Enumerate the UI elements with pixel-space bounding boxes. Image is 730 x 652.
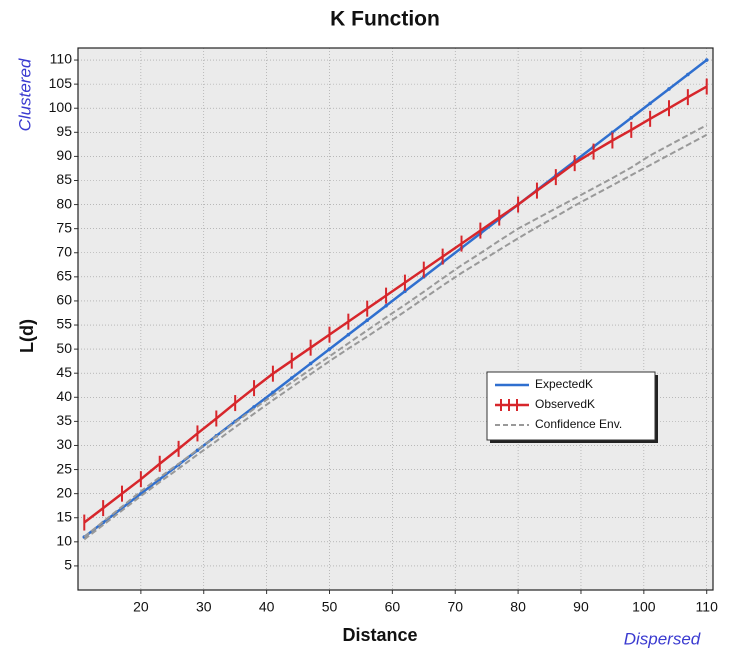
y-tick-label: 30 — [56, 436, 72, 452]
legend-label: Confidence Env. — [535, 417, 622, 431]
y-tick-label: 100 — [49, 99, 73, 115]
x-tick-label: 70 — [447, 599, 463, 615]
legend-label: ExpectedK — [535, 377, 593, 391]
clustered-annotation: Clustered — [15, 58, 34, 131]
y-tick-label: 105 — [49, 75, 73, 91]
series-line — [83, 133, 708, 541]
point-marker — [704, 58, 709, 62]
y-tick-label: 40 — [56, 388, 72, 404]
x-tick-label: 40 — [259, 599, 275, 615]
y-tick-label: 85 — [56, 171, 72, 187]
series-line-upper — [83, 124, 708, 538]
point-marker — [629, 116, 634, 120]
x-tick-label: 110 — [696, 599, 719, 615]
x-tick-label: 90 — [573, 599, 589, 615]
y-tick-label: 5 — [64, 557, 72, 573]
x-tick-label: 60 — [385, 599, 401, 615]
y-tick-label: 35 — [56, 412, 72, 428]
x-tick-label: 20 — [133, 599, 149, 615]
y-tick-label: 65 — [56, 268, 72, 284]
y-tick-label: 95 — [56, 123, 72, 139]
y-tick-label: 55 — [56, 316, 72, 332]
y-tick-label: 45 — [56, 364, 72, 380]
y-tick-label: 15 — [56, 508, 72, 524]
point-marker — [195, 448, 200, 453]
y-tick-label: 50 — [56, 340, 72, 356]
series-line — [83, 85, 708, 524]
chart-title: K Function — [330, 8, 440, 31]
point-marker — [384, 303, 388, 308]
y-tick-label: 10 — [56, 533, 72, 549]
point-marker — [308, 361, 313, 366]
y-tick-label: 90 — [56, 147, 72, 163]
point-marker — [271, 390, 275, 395]
legend-label: ObservedK — [535, 397, 595, 411]
y-tick-label: 20 — [56, 484, 72, 500]
y-tick-label: 110 — [50, 51, 73, 67]
point-marker — [327, 347, 332, 351]
x-tick-label: 80 — [510, 599, 526, 615]
dispersed-annotation: Dispersed — [624, 629, 701, 648]
x-tick-label: 50 — [322, 599, 338, 615]
point-marker — [667, 87, 671, 91]
y-tick-label: 70 — [56, 243, 72, 259]
y-axis-label: L(d) — [17, 319, 37, 353]
y-tick-label: 25 — [56, 460, 72, 476]
point-marker — [346, 332, 351, 337]
point-marker — [365, 318, 370, 323]
plot-area — [78, 48, 713, 590]
x-tick-label: 100 — [632, 599, 656, 615]
x-axis-label: Distance — [342, 625, 417, 645]
plot-frame — [77, 47, 714, 591]
point-marker — [648, 101, 652, 106]
x-tick-label: 30 — [196, 599, 212, 615]
point-marker — [252, 405, 256, 409]
point-marker — [289, 376, 294, 380]
y-tick-label: 80 — [56, 195, 72, 211]
y-tick-label: 75 — [56, 219, 72, 235]
y-tick-label: 60 — [56, 292, 72, 308]
point-marker — [686, 72, 690, 77]
